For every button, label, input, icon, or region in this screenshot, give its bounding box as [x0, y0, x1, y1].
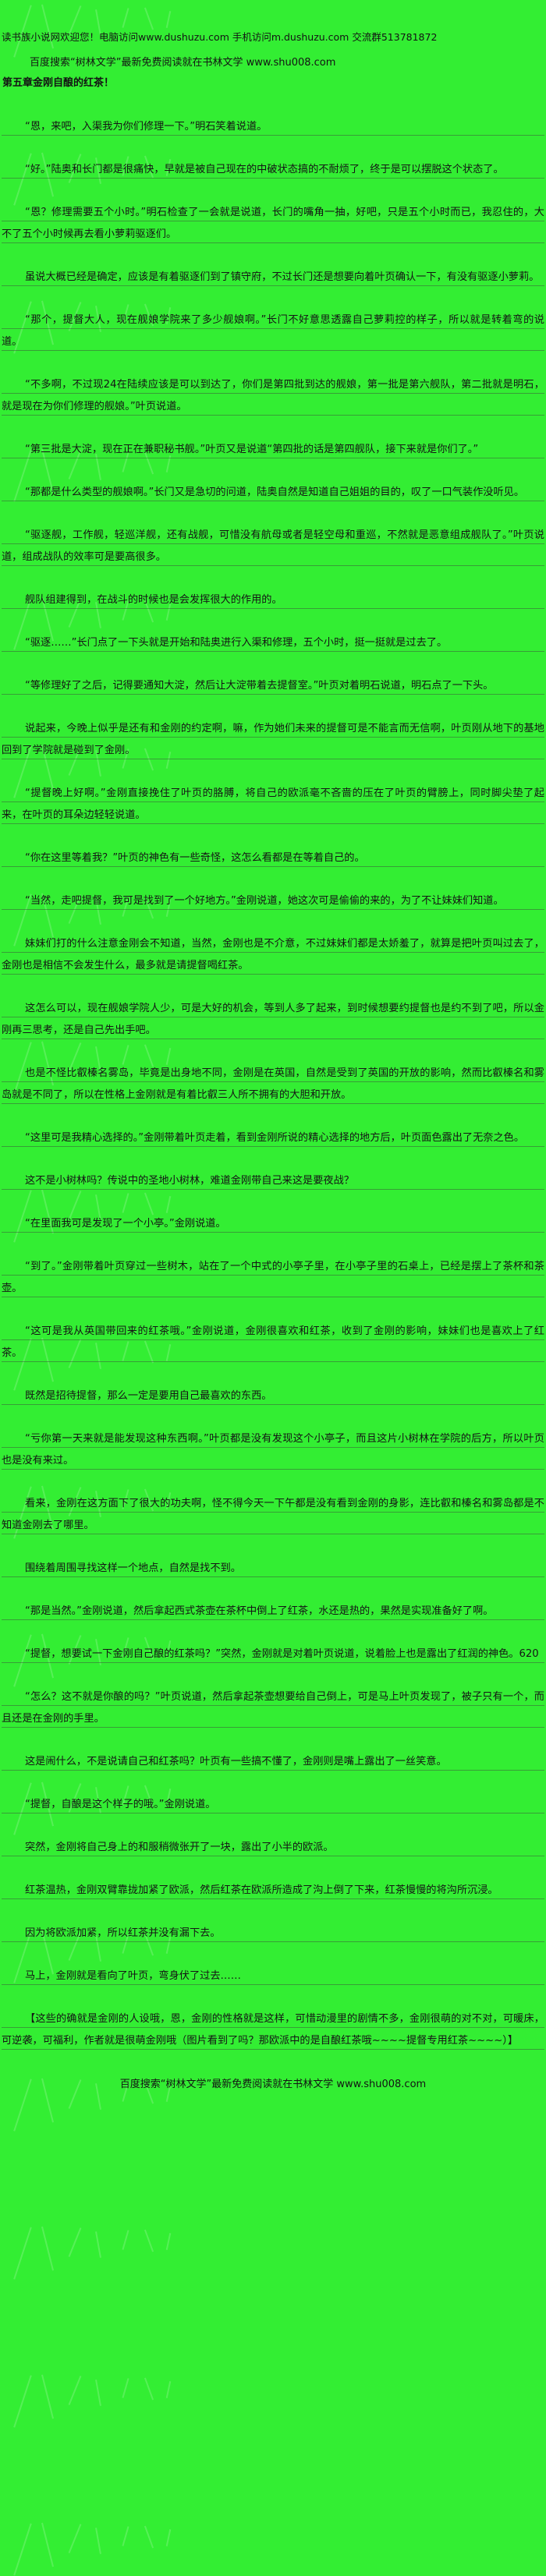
- paragraph: “好。”陆奥和长门都是很痛快，早就是被自己现在的中破状态搞的不耐烦了，终于是可以…: [2, 159, 544, 182]
- promo-banner-bottom: 百度搜索“树林文学”最新免费阅读就在书林文学 www.shu008.com: [119, 2079, 427, 2091]
- paragraph: 马上，金刚就是看向了叶页，弯身伏了过去……: [2, 1966, 544, 1988]
- chapter-body: “恩，来吧，入渠我为你们修理一下。”明石笑着说道。 “好。”陆奥和长门都是很痛快，…: [0, 96, 546, 2053]
- paragraph: 围绕着周围寻找这样一个地点，自然是找不到。: [2, 1558, 544, 1580]
- paragraph: “你在这里等着我？”叶页的神色有一些奇怪，这怎么看都是在等着自己的。: [2, 847, 544, 870]
- paragraph: 因为将欧派加紧，所以红茶并没有漏下去。: [2, 1923, 544, 1945]
- promo-banner-top: 百度搜索“树林文学”最新免费阅读就在书林文学 www.shu008.com: [30, 57, 336, 69]
- paragraph: “那都是什么类型的舰娘啊。”长门又是急切的问道，陆奥自然是知道自己姐姐的目的，叹…: [2, 482, 544, 504]
- paragraph: 这是闹什么，不是说请自己和红茶吗？叶页有一些搞不懂了，金刚则是嘴上露出了一丝笑意…: [2, 1751, 544, 1774]
- paragraph: “恩？修理需要五个小时。”明石检查了一会就是说道，长门的嘴角一抽，好吧，只是五个…: [2, 202, 544, 246]
- paragraph: “怎么？这不就是你酿的吗？”叶页说道，然后拿起茶壶想要给自己倒上，可是马上叶页发…: [2, 1686, 544, 1731]
- chapter-title: 第五章金刚自酿的红茶！: [2, 76, 115, 89]
- paragraph: “这可是我从英国带回来的红茶哦。”金刚说道，金刚很喜欢和红茶，收到了金刚的影响，…: [2, 1321, 544, 1365]
- paragraph: 妹妹们打的什么注意金刚会不知道，当然，金刚也是不介意，不过妹妹们都是太娇羞了，就…: [2, 933, 544, 978]
- paragraph: “恩，来吧，入渠我为你们修理一下。”明石笑着说道。: [2, 116, 544, 139]
- paragraph: 【这些的确就是金刚的人设哦，恩，金刚的性格就是这样，可惜动漫里的剧情不多，金刚很…: [2, 2008, 544, 2053]
- paragraph: “提督，自酿是这个样子的哦。”金刚说道。: [2, 1794, 544, 1817]
- paragraph: “亏你第一天来就是能发现这种东西啊。”叶页都是没有发现这个小亭子，而且这片小树林…: [2, 1428, 544, 1473]
- paragraph: 舰队组建得到，在战斗的时候也是会发挥很大的作用的。: [2, 589, 544, 612]
- paragraph: “驱逐……”长门点了一下头就是开始和陆奥进行入渠和修理，五个小时，挺一挺就是过去…: [2, 632, 544, 655]
- paragraph: “提督，想要试一下金刚自己酿的红茶吗？”突然，金刚就是对着叶页说道，说着脸上也是…: [2, 1644, 544, 1666]
- paragraph: “等修理好了之后，记得要通知大淀，然后让大淀带着去提督室。”叶页对着明石说道，明…: [2, 675, 544, 698]
- site-notice: 读书族小说网欢迎您！电脑访问www.dushuzu.com 手机访问m.dush…: [2, 31, 438, 43]
- paragraph: “这里可是我精心选择的。”金刚带着叶页走着，看到金刚所说的精心选择的地方后，叶页…: [2, 1127, 544, 1150]
- paragraph: “那是当然。”金刚说道，然后拿起西式茶壶在茶杯中倒上了红茶，水还是热的，果然是实…: [2, 1601, 544, 1623]
- paragraph: “不多啊，不过现24在陆续应该是可以到达了，你们是第四批到达的舰娘，第一批是第六…: [2, 374, 544, 419]
- paragraph: “在里面我可是发现了一个小亭。”金刚说道。: [2, 1213, 544, 1236]
- paragraph: 也是不怪比叡榛名雾岛，毕竟是出身地不同，金刚是在英国，自然是受到了英国的开放的影…: [2, 1063, 544, 1107]
- paragraph: 红茶温热，金刚双臂靠拢加紧了欧派，然后红茶在欧派所造成了沟上倒了下来，红茶慢慢的…: [2, 1880, 544, 1902]
- paragraph: “提督晚上好啊。”金刚直接挽住了叶页的胳膊，将自己的欧派毫不吝啬的压在了叶页的臂…: [2, 783, 544, 827]
- novel-reader-page: 读书族小说网欢迎您！电脑访问www.dushuzu.com 手机访问m.dush…: [0, 31, 546, 2091]
- paragraph: 突然，金刚将自己身上的和服稍微张开了一块，露出了小半的欧派。: [2, 1837, 544, 1859]
- paragraph: “驱逐舰，工作舰，轻巡洋舰，还有战舰，可惜没有航母或者是轻空母和重巡，不然就是恶…: [2, 525, 544, 569]
- paragraph: 说起来，今晚上似乎是还有和金刚的约定啊，嘛，作为她们未来的提督可是不能言而无信啊…: [2, 718, 544, 763]
- paragraph: “第三批是大淀，现在正在兼职秘书舰。”叶页又是说道“第四批的话是第四舰队，接下来…: [2, 439, 544, 462]
- paragraph: “那个，提督大人，现在舰娘学院来了多少舰娘啊。”长门不好意思透露自己萝莉控的样子…: [2, 310, 544, 354]
- paragraph: 这怎么可以，现在舰娘学院人少，可是大好的机会，等到人多了起来，到时候想要约提督也…: [2, 998, 544, 1042]
- paragraph: 看来，金刚在这方面下了很大的功夫啊，怪不得今天一下午都是没有看到金刚的身影，连比…: [2, 1493, 544, 1537]
- paragraph: “到了。”金刚带着叶页穿过一些树木，站在了一个中式的小亭子里，在小亭子里的石桌上…: [2, 1256, 544, 1300]
- paragraph: 既然是招待提督，那么一定是要用自己最喜欢的东西。: [2, 1385, 544, 1408]
- paragraph: 这不是小树林吗？传说中的圣地小树林，难道金刚带自己来这是要夜战？: [2, 1170, 544, 1193]
- paragraph: “当然，走吧提督，我可是找到了一个好地方。”金刚说道，她这次可是偷偷的来的，为了…: [2, 890, 544, 913]
- paragraph: 虽说大概已经是确定，应该是有着驱逐们到了镇守府，不过长门还是想要向着叶页确认一下…: [2, 267, 544, 289]
